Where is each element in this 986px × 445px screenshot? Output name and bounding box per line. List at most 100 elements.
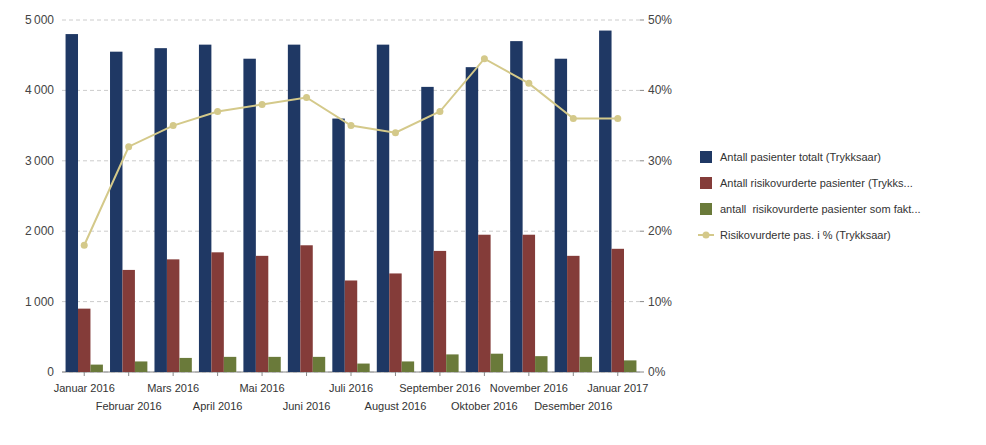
- bar: [332, 119, 344, 372]
- x-tick: [306, 372, 307, 376]
- y-tick-label: 0: [47, 365, 54, 379]
- bar: [66, 34, 78, 372]
- bar: [510, 41, 522, 372]
- x-tick: [84, 372, 85, 376]
- x-tick: [128, 372, 129, 376]
- line-marker: [348, 122, 355, 129]
- bar: [612, 249, 624, 372]
- x-tick-label: Oktober 2016: [451, 400, 518, 412]
- grid-line: [62, 160, 640, 161]
- legend: Antall pasienter totalt (Trykksaar)Antal…: [698, 151, 921, 241]
- y2-tick: [640, 90, 644, 91]
- x-tick: [395, 372, 396, 376]
- x-tick-label: September 2016: [399, 382, 480, 394]
- line-marker: [481, 55, 488, 62]
- line-marker: [259, 101, 266, 108]
- bar: [624, 360, 636, 372]
- legend-swatch: [700, 151, 712, 163]
- bar: [466, 67, 478, 372]
- x-tick-label: Juli 2016: [329, 382, 373, 394]
- bar: [90, 365, 102, 372]
- bar: [110, 52, 122, 372]
- grid: [62, 20, 640, 372]
- y2-tick-label: 10%: [648, 295, 672, 309]
- x-tick-label: Februar 2016: [96, 400, 162, 412]
- bar: [580, 357, 592, 372]
- data: [66, 31, 637, 372]
- y-tick-label: 3 000: [25, 154, 54, 168]
- legend-marker: [703, 232, 710, 239]
- bar: [402, 361, 414, 372]
- bar: [523, 235, 535, 372]
- legend-label: Risikovurderte pas. i % (Trykksaar): [720, 229, 891, 241]
- y2-tick: [640, 20, 644, 21]
- x-tick: [528, 372, 529, 376]
- y2-tick: [640, 160, 644, 161]
- x-tick-label: August 2016: [365, 400, 427, 412]
- line-marker: [303, 94, 310, 101]
- x-tick-label: April 2016: [193, 400, 243, 412]
- line-marker: [125, 143, 132, 150]
- line-marker: [81, 242, 88, 249]
- legend-swatch: [700, 177, 712, 189]
- grid-line: [62, 90, 640, 91]
- bar: [300, 245, 312, 372]
- bar: [491, 354, 503, 372]
- line-marker: [570, 115, 577, 122]
- bar: [357, 364, 369, 372]
- y-tick-label: 1 000: [25, 295, 54, 309]
- y2-tick-label: 0%: [648, 365, 666, 379]
- bar: [167, 259, 179, 372]
- x-tick: [484, 372, 485, 376]
- bar: [421, 87, 433, 372]
- bar: [288, 45, 300, 372]
- bar: [434, 251, 446, 372]
- x-tick-label: November 2016: [490, 382, 568, 394]
- bar: [313, 357, 325, 372]
- bar: [122, 270, 134, 372]
- x-tick: [617, 372, 618, 376]
- bar: [535, 356, 547, 372]
- line: [84, 59, 618, 246]
- bar: [599, 31, 611, 372]
- y2-tick-label: 40%: [648, 83, 672, 97]
- x-tick: [173, 372, 174, 376]
- bar: [224, 357, 236, 372]
- x-tick-label: Mars 2016: [147, 382, 199, 394]
- x-tick-label: Juni 2016: [283, 400, 331, 412]
- bar: [478, 235, 490, 372]
- bar: [154, 48, 166, 372]
- x-tick-label: Mai 2016: [239, 382, 284, 394]
- y2-tick-label: 50%: [648, 13, 672, 27]
- bar: [78, 309, 90, 372]
- y2-tick-label: 30%: [648, 154, 672, 168]
- y-tick-label: 5 000: [25, 13, 54, 27]
- bar: [389, 273, 401, 372]
- bar: [199, 45, 211, 372]
- bar: [345, 280, 357, 372]
- y2-tick: [640, 231, 644, 232]
- bar: [567, 256, 579, 372]
- line-marker: [214, 108, 221, 115]
- bar: [446, 354, 458, 372]
- legend-label: Antall pasienter totalt (Trykksaar): [720, 151, 881, 163]
- x-tick-label: Januar 2016: [54, 382, 115, 394]
- bar: [268, 357, 280, 372]
- x-tick: [262, 372, 263, 376]
- bar: [256, 256, 268, 372]
- bar: [135, 361, 147, 372]
- x-tick: [573, 372, 574, 376]
- line-marker: [436, 108, 443, 115]
- x-tick: [217, 372, 218, 376]
- x-tick-label: Januar 2017: [587, 382, 648, 394]
- line-marker: [525, 80, 532, 87]
- bar: [179, 358, 191, 372]
- line-marker: [392, 129, 399, 136]
- x-tick: [439, 372, 440, 376]
- bar: [211, 252, 223, 372]
- grid-line: [62, 20, 640, 21]
- x-tick-label: Desember 2016: [534, 400, 612, 412]
- line-marker: [170, 122, 177, 129]
- legend-label: antall risikovurderte pasienter som fakt…: [720, 203, 921, 215]
- grid-line: [62, 231, 640, 232]
